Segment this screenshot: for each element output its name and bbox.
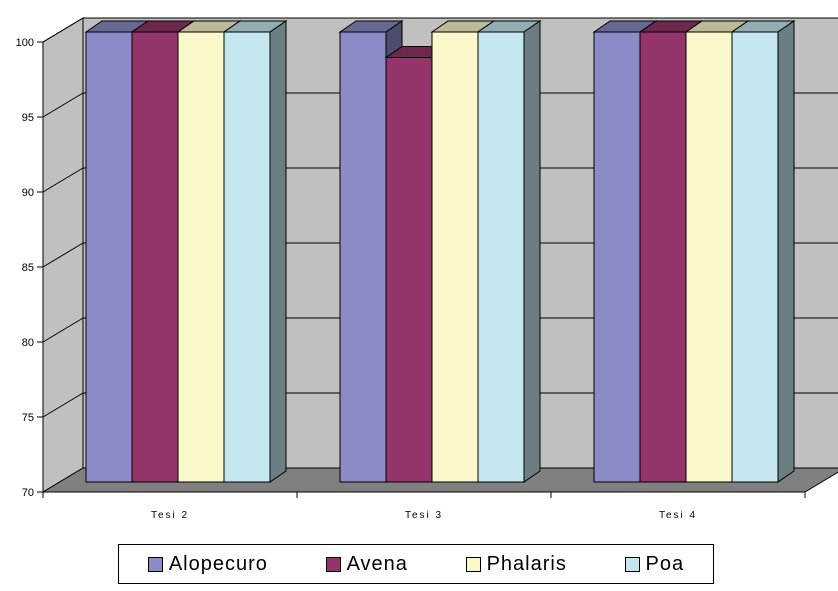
legend-swatch-avena xyxy=(325,556,341,572)
y-tick-label: 70 xyxy=(22,487,34,499)
legend-item-poa: Poa xyxy=(624,552,685,576)
legend-item-phalaris: Phalaris xyxy=(465,552,567,576)
legend-label-alopecuro: Alopecuro xyxy=(168,552,268,575)
bar-poa-tesi2-side xyxy=(269,20,287,483)
bar-avena-tesi4-front xyxy=(639,31,687,483)
bar-poa-tesi2 xyxy=(222,20,288,483)
x-tick-label: Tesi 2 xyxy=(151,510,189,521)
bar-poa-tesi3-side xyxy=(523,20,541,483)
bar-poa-tesi4 xyxy=(730,20,796,483)
legend-item-alopecuro: Alopecuro xyxy=(147,552,268,576)
bar-alopecuro-tesi2-front xyxy=(85,31,133,483)
bar-poa-tesi4-front xyxy=(731,31,779,483)
gridline-side xyxy=(42,167,84,193)
bar-alopecuro-tesi3-front xyxy=(339,31,387,483)
legend-label-poa: Poa xyxy=(645,552,685,575)
bar-alopecuro-tesi4-front xyxy=(593,31,641,483)
y-tick-label: 100 xyxy=(16,37,34,49)
gridline-side xyxy=(42,392,84,418)
gridline-side xyxy=(42,317,84,343)
x-tick-label: Tesi 3 xyxy=(405,510,443,521)
y-tick-label: 95 xyxy=(22,112,34,124)
legend-swatch-alopecuro xyxy=(147,556,163,572)
tick-labels: 70 75 80 85 90 95 100 Tesi 2 Tesi 3 Tesi 4 xyxy=(16,37,697,521)
bar-poa-tesi2-front xyxy=(223,31,271,483)
y-tick-label: 80 xyxy=(22,337,34,349)
legend: Alopecuro Avena Phalaris Poa xyxy=(118,544,714,584)
bars xyxy=(84,20,796,483)
bar-phalaris-tesi4-front xyxy=(685,31,733,483)
bar-poa-tesi4-side xyxy=(777,20,795,483)
bar-avena-tesi3-front xyxy=(385,57,433,483)
bar-avena-tesi2-front xyxy=(131,31,179,483)
bar-phalaris-tesi2-front xyxy=(177,31,225,483)
legend-swatch-phalaris xyxy=(465,556,481,572)
y-tick-label: 75 xyxy=(22,412,34,424)
legend-swatch-poa xyxy=(624,556,640,572)
y-tick-label: 90 xyxy=(22,187,34,199)
x-tick-label: Tesi 4 xyxy=(659,510,697,521)
gridline-side xyxy=(42,242,84,268)
legend-label-phalaris: Phalaris xyxy=(486,552,567,575)
axes xyxy=(37,41,806,498)
y-tick-label: 85 xyxy=(22,262,34,274)
gridline-side xyxy=(42,92,84,118)
gridline-side xyxy=(42,17,84,43)
legend-item-avena: Avena xyxy=(325,552,408,576)
bar-poa-tesi3 xyxy=(476,20,542,483)
bar-poa-tesi3-front xyxy=(477,31,525,483)
bar-phalaris-tesi3-front xyxy=(431,31,479,483)
legend-label-avena: Avena xyxy=(346,552,408,575)
